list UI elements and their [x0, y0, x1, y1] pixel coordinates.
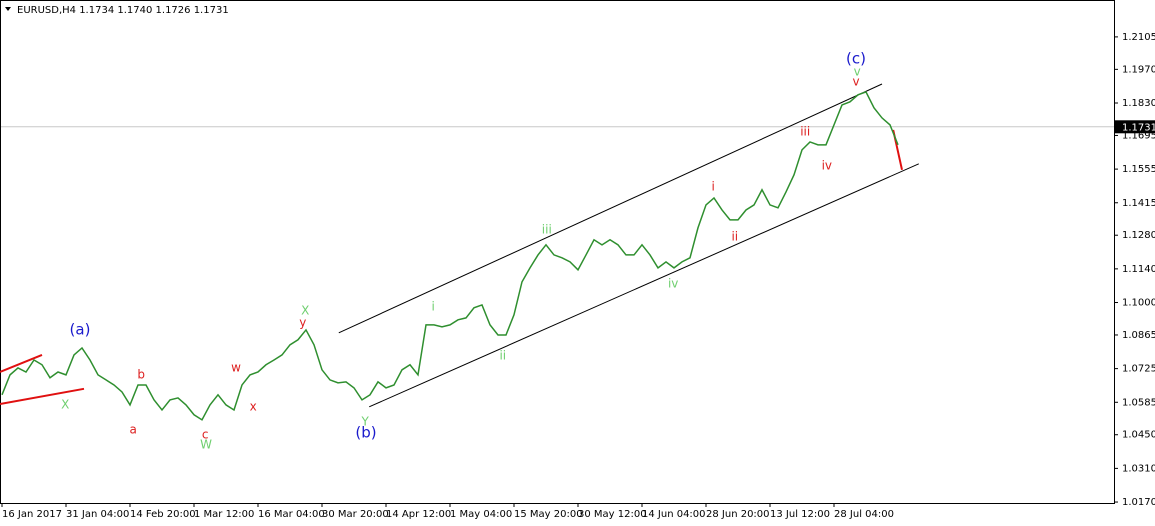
wave-label: X — [301, 303, 309, 317]
wave-label: i — [432, 299, 435, 313]
x-tick-label: 14 Feb 20:00 — [130, 509, 196, 520]
wave-label: (c) — [846, 50, 866, 68]
trend-line — [0, 353, 43, 373]
last-price-label: 1.1731 — [1122, 122, 1155, 133]
wave-label: (a) — [70, 320, 91, 338]
y-tick-label: 1.1280 — [1122, 230, 1155, 241]
menu-arrow[interactable] — [5, 7, 11, 11]
wave-label: b — [137, 367, 145, 381]
wave-label: y — [299, 315, 306, 329]
wave-label: i — [712, 179, 715, 193]
x-tick-label: 28 Jul 04:00 — [834, 509, 894, 520]
wave-label: a — [130, 422, 137, 436]
x-tick-label: 30 Mar 20:00 — [322, 509, 389, 520]
wave-label: iv — [668, 277, 678, 291]
trend-line — [368, 163, 920, 408]
wave-label: W — [200, 437, 212, 451]
plot-frame — [0, 0, 1115, 504]
wave-label: iii — [542, 222, 552, 236]
y-tick-label: 1.0725 — [1122, 364, 1155, 375]
wave-label: (b) — [355, 423, 376, 441]
price-line — [1, 91, 899, 421]
wave-label: X — [61, 397, 69, 411]
y-tick-label: 1.1000 — [1122, 298, 1155, 309]
wave-label: iii — [800, 124, 810, 138]
x-tick-label: 15 May 20:00 — [514, 509, 583, 520]
y-tick-label: 1.0450 — [1122, 430, 1155, 441]
trend-line — [338, 83, 883, 334]
y-tick-label: 1.2105 — [1122, 32, 1155, 43]
wave-label: ii — [499, 348, 506, 362]
x-tick-label: 28 Jun 20:00 — [706, 509, 770, 520]
wave-label: c — [202, 427, 209, 441]
y-tick-label: 1.1140 — [1122, 264, 1155, 275]
x-tick-label: 14 Apr 12:00 — [386, 509, 451, 520]
wave-label: ii — [731, 229, 738, 243]
trend-line — [0, 387, 85, 405]
x-tick-label: 30 May 12:00 — [578, 509, 647, 520]
y-tick-label: 1.1830 — [1122, 98, 1155, 109]
x-tick-label: 1 May 04:00 — [450, 509, 512, 520]
y-tick-label: 1.1970 — [1122, 64, 1155, 75]
wave-label: iv — [822, 158, 832, 172]
x-tick-label: 16 Mar 04:00 — [258, 509, 325, 520]
y-tick-label: 1.1695 — [1122, 130, 1155, 141]
x-tick-label: 14 Jun 04:00 — [642, 509, 706, 520]
wave-label: v — [852, 74, 859, 88]
y-tick-label: 1.0865 — [1122, 330, 1155, 341]
y-tick-label: 1.1415 — [1122, 198, 1155, 209]
y-tick-label: 1.0310 — [1122, 463, 1155, 474]
x-tick-label: 16 Jan 2017 — [2, 509, 62, 520]
x-tick-label: 1 Mar 12:00 — [194, 509, 254, 520]
chart-title: EURUSD,H4 1.1734 1.1740 1.1726 1.1731 — [17, 5, 229, 16]
y-tick-label: 1.0170 — [1122, 497, 1155, 508]
last-price-box — [1115, 120, 1155, 134]
y-tick-label: 1.0585 — [1122, 397, 1155, 408]
wave-label: Y — [361, 414, 370, 428]
x-tick-label: 13 Jul 12:00 — [770, 509, 830, 520]
wave-label: x — [250, 399, 257, 413]
wave-label: w — [231, 360, 241, 374]
wave-label: v — [854, 64, 861, 78]
y-tick-label: 1.1555 — [1122, 164, 1155, 175]
x-tick-label: 31 Jan 04:00 — [66, 509, 129, 520]
